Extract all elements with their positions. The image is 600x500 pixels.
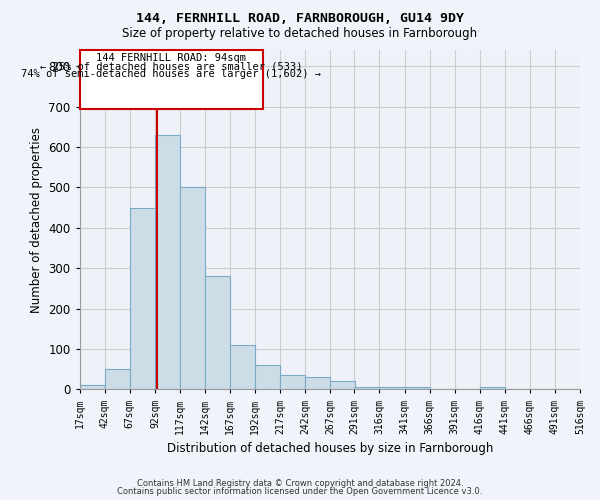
FancyBboxPatch shape	[80, 50, 263, 108]
Text: ← 25% of detached houses are smaller (533): ← 25% of detached houses are smaller (53…	[40, 62, 303, 72]
Bar	[355, 388, 379, 390]
Text: Contains HM Land Registry data © Crown copyright and database right 2024.: Contains HM Land Registry data © Crown c…	[137, 478, 463, 488]
Bar	[80, 386, 105, 390]
Bar	[480, 388, 505, 390]
Bar	[155, 135, 180, 390]
Text: Contains public sector information licensed under the Open Government Licence v3: Contains public sector information licen…	[118, 487, 482, 496]
Bar	[255, 365, 280, 390]
Bar	[205, 276, 230, 390]
Bar	[280, 375, 305, 390]
Bar	[105, 369, 130, 390]
Bar	[404, 388, 430, 390]
Bar	[305, 378, 331, 390]
X-axis label: Distribution of detached houses by size in Farnborough: Distribution of detached houses by size …	[167, 442, 493, 455]
Y-axis label: Number of detached properties: Number of detached properties	[30, 126, 43, 312]
Text: Size of property relative to detached houses in Farnborough: Size of property relative to detached ho…	[122, 28, 478, 40]
Bar	[130, 208, 155, 390]
Bar	[180, 188, 205, 390]
Text: 144, FERNHILL ROAD, FARNBOROUGH, GU14 9DY: 144, FERNHILL ROAD, FARNBOROUGH, GU14 9D…	[136, 12, 464, 26]
Text: 74% of semi-detached houses are larger (1,602) →: 74% of semi-detached houses are larger (…	[22, 70, 322, 80]
Bar	[331, 382, 355, 390]
Bar	[230, 345, 255, 390]
Text: 144 FERNHILL ROAD: 94sqm: 144 FERNHILL ROAD: 94sqm	[97, 53, 247, 63]
Bar	[379, 388, 404, 390]
